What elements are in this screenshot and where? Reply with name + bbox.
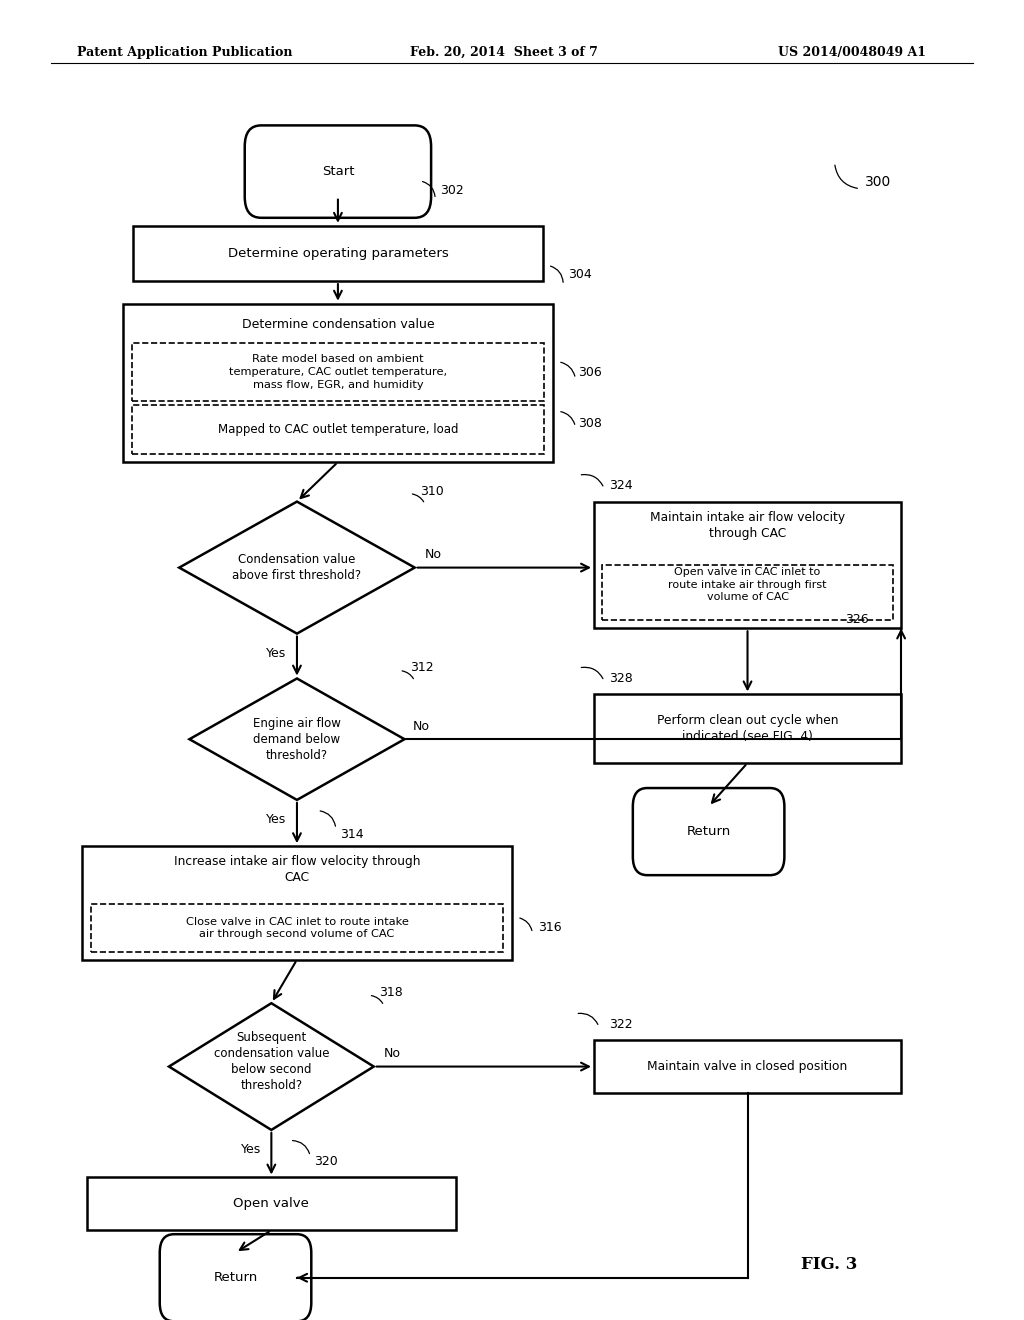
Text: Open valve in CAC inlet to
route intake air through first
volume of CAC: Open valve in CAC inlet to route intake …: [669, 568, 826, 602]
Bar: [594, 694, 901, 763]
Text: 310: 310: [420, 484, 443, 498]
Bar: [123, 304, 553, 462]
FancyBboxPatch shape: [160, 1234, 311, 1320]
Text: Mapped to CAC outlet temperature, load: Mapped to CAC outlet temperature, load: [218, 424, 458, 436]
Text: Feb. 20, 2014  Sheet 3 of 7: Feb. 20, 2014 Sheet 3 of 7: [410, 46, 597, 59]
Text: 316: 316: [538, 921, 561, 935]
Text: 302: 302: [440, 183, 464, 197]
Text: 320: 320: [314, 1155, 338, 1168]
Text: Return: Return: [686, 825, 731, 838]
Bar: [133, 226, 543, 281]
Text: 322: 322: [609, 1018, 633, 1031]
Text: 306: 306: [579, 366, 602, 379]
Text: Determine operating parameters: Determine operating parameters: [227, 247, 449, 260]
Polygon shape: [169, 1003, 374, 1130]
Text: No: No: [425, 548, 442, 561]
Bar: [87, 1177, 456, 1230]
Text: Patent Application Publication: Patent Application Publication: [77, 46, 292, 59]
FancyBboxPatch shape: [633, 788, 784, 875]
Bar: [132, 405, 544, 454]
Text: Maintain intake air flow velocity
through CAC: Maintain intake air flow velocity throug…: [650, 511, 845, 540]
Text: Increase intake air flow velocity through
CAC: Increase intake air flow velocity throug…: [174, 855, 420, 884]
Text: No: No: [413, 719, 430, 733]
Text: Start: Start: [322, 165, 354, 178]
Text: Perform clean out cycle when
indicated (see FIG. 4): Perform clean out cycle when indicated (…: [656, 714, 839, 743]
Text: No: No: [384, 1047, 401, 1060]
Text: Close valve in CAC inlet to route intake
air through second volume of CAC: Close valve in CAC inlet to route intake…: [185, 917, 409, 939]
Text: Engine air flow
demand below
threshold?: Engine air flow demand below threshold?: [253, 717, 341, 762]
Text: 324: 324: [609, 479, 633, 492]
Text: 300: 300: [865, 176, 892, 189]
Text: US 2014/0048049 A1: US 2014/0048049 A1: [778, 46, 927, 59]
Text: Yes: Yes: [241, 1143, 261, 1156]
Text: Open valve: Open valve: [233, 1197, 309, 1210]
Text: 328: 328: [609, 672, 633, 685]
Text: Yes: Yes: [266, 813, 287, 826]
Bar: [91, 904, 503, 952]
Text: 304: 304: [568, 268, 592, 281]
Text: 318: 318: [379, 986, 402, 999]
Text: 308: 308: [579, 417, 602, 429]
Text: Determine condensation value: Determine condensation value: [242, 318, 434, 331]
Bar: [132, 343, 544, 401]
FancyBboxPatch shape: [245, 125, 431, 218]
Text: Yes: Yes: [266, 647, 287, 660]
Text: 312: 312: [410, 661, 433, 675]
Text: 326: 326: [845, 612, 868, 626]
Text: Subsequent
condensation value
below second
threshold?: Subsequent condensation value below seco…: [214, 1031, 329, 1092]
Bar: [594, 1040, 901, 1093]
Text: Condensation value
above first threshold?: Condensation value above first threshold…: [232, 553, 361, 582]
Bar: [602, 565, 893, 620]
Polygon shape: [179, 502, 415, 634]
Text: FIG. 3: FIG. 3: [801, 1257, 858, 1272]
Text: Maintain valve in closed position: Maintain valve in closed position: [647, 1060, 848, 1073]
Bar: [82, 846, 512, 960]
Text: 314: 314: [340, 828, 364, 841]
Text: Return: Return: [213, 1271, 258, 1284]
Bar: [594, 502, 901, 628]
Polygon shape: [189, 678, 404, 800]
Text: Rate model based on ambient
temperature, CAC outlet temperature,
mass flow, EGR,: Rate model based on ambient temperature,…: [228, 355, 447, 389]
